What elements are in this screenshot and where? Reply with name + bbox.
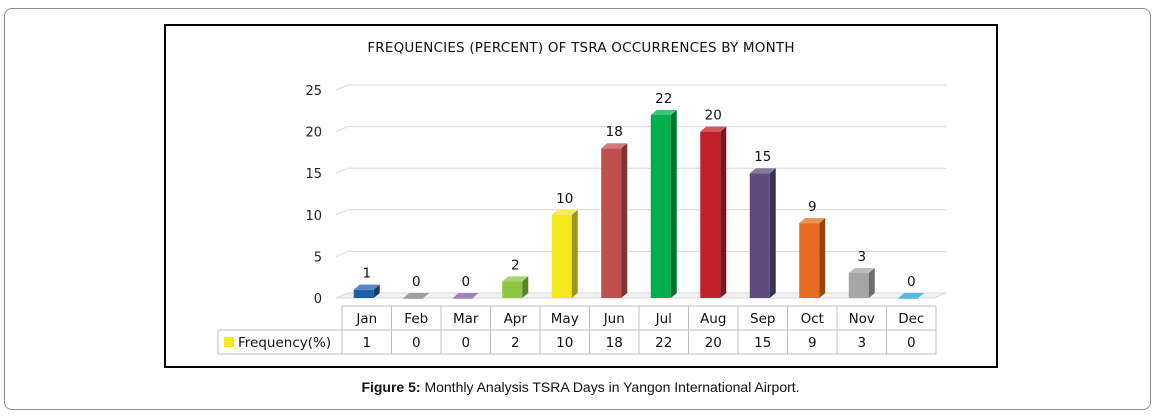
bar-top: [452, 293, 479, 298]
table-value: 18: [606, 335, 623, 351]
bar: [749, 173, 770, 298]
bar-top: [749, 168, 776, 174]
table-value: 10: [556, 335, 573, 351]
chart-floor: [335, 292, 947, 299]
data-label: 22: [655, 91, 672, 107]
data-label: 0: [461, 274, 470, 290]
data-label: 3: [857, 249, 866, 265]
bar: [502, 281, 523, 298]
table-value: 2: [511, 335, 520, 351]
table-value: 3: [857, 335, 866, 351]
bar-side: [819, 218, 826, 298]
bar-top: [700, 126, 727, 132]
bar: [650, 114, 671, 299]
table-value: 9: [808, 335, 817, 351]
y-tick-label: 25: [305, 84, 322, 99]
chart-title: FREQUENCIES (PERCENT) OF TSRA OCCURRENCE…: [367, 40, 795, 56]
data-label: 0: [412, 274, 421, 290]
data-label: 0: [907, 274, 916, 290]
y-tick-label: 20: [305, 126, 322, 141]
gridline-depth: [335, 250, 349, 257]
caption-text: Monthly Analysis TSRA Days in Yangon Int…: [420, 379, 800, 395]
table-value: 0: [907, 335, 916, 351]
x-tick-label: Nov: [849, 311, 875, 327]
caption-label: Figure 5:: [361, 379, 421, 395]
x-tick-label: May: [551, 311, 579, 327]
bar-top: [403, 293, 430, 298]
bar-side: [621, 143, 628, 298]
x-tick-label: Apr: [504, 311, 528, 327]
data-label: 20: [705, 108, 722, 124]
bar-side: [522, 276, 529, 298]
bar-top: [502, 276, 529, 282]
bar-side: [868, 268, 875, 298]
table-value: 0: [461, 335, 470, 351]
data-label: 9: [808, 199, 817, 215]
x-tick-label: Dec: [898, 311, 924, 327]
bar: [848, 273, 869, 298]
gridline-depth: [335, 126, 349, 133]
bar: [700, 131, 721, 298]
bar: [799, 223, 820, 298]
data-label: 18: [606, 124, 623, 140]
data-label: 10: [556, 191, 573, 207]
bar-side: [670, 109, 677, 299]
bar: [452, 298, 473, 299]
gridline-depth: [335, 167, 349, 174]
x-tick-label: Mar: [453, 311, 479, 327]
y-tick-label: 10: [305, 209, 322, 224]
table-value: 20: [705, 335, 722, 351]
y-tick-label: 0: [314, 292, 322, 307]
data-label: 2: [511, 257, 520, 273]
bar-top: [601, 143, 628, 149]
bar: [353, 289, 374, 298]
table-value: 15: [754, 335, 771, 351]
gridline-depth: [335, 84, 349, 91]
bar-side: [571, 209, 578, 298]
table-value: 22: [655, 335, 672, 351]
figure-caption: Figure 5: Monthly Analysis TSRA Days in …: [0, 379, 1161, 395]
gridline-depth: [335, 209, 349, 216]
x-tick-label: Aug: [700, 311, 726, 327]
x-tick-label: Sep: [750, 311, 775, 327]
x-tick-label: Jan: [355, 311, 377, 327]
chart-container: FREQUENCIES (PERCENT) OF TSRA OCCURRENCE…: [164, 24, 998, 368]
bar: [551, 214, 572, 298]
data-label: 1: [362, 266, 371, 282]
x-tick-label: Jun: [603, 311, 625, 327]
bar: [898, 298, 919, 299]
data-label: 15: [754, 149, 771, 165]
bar-top: [898, 293, 925, 298]
legend-label: Frequency(%): [238, 335, 331, 351]
x-tick-label: Jul: [655, 311, 672, 327]
table-value: 1: [362, 335, 371, 351]
table-value: 0: [412, 335, 421, 351]
bar: [403, 298, 424, 299]
bar-top: [799, 218, 826, 224]
y-tick-label: 5: [314, 250, 322, 265]
legend-swatch: [224, 337, 234, 347]
bar-side: [373, 284, 380, 298]
x-tick-label: Oct: [801, 311, 824, 327]
bar-top: [848, 268, 875, 274]
x-tick-label: Feb: [404, 311, 428, 327]
bar-top: [353, 284, 380, 290]
bar-top: [551, 209, 578, 215]
bar-side: [769, 168, 776, 298]
bar-top: [650, 109, 677, 115]
y-tick-label: 15: [305, 167, 322, 182]
bar-side: [720, 126, 727, 298]
bar: [601, 148, 622, 298]
